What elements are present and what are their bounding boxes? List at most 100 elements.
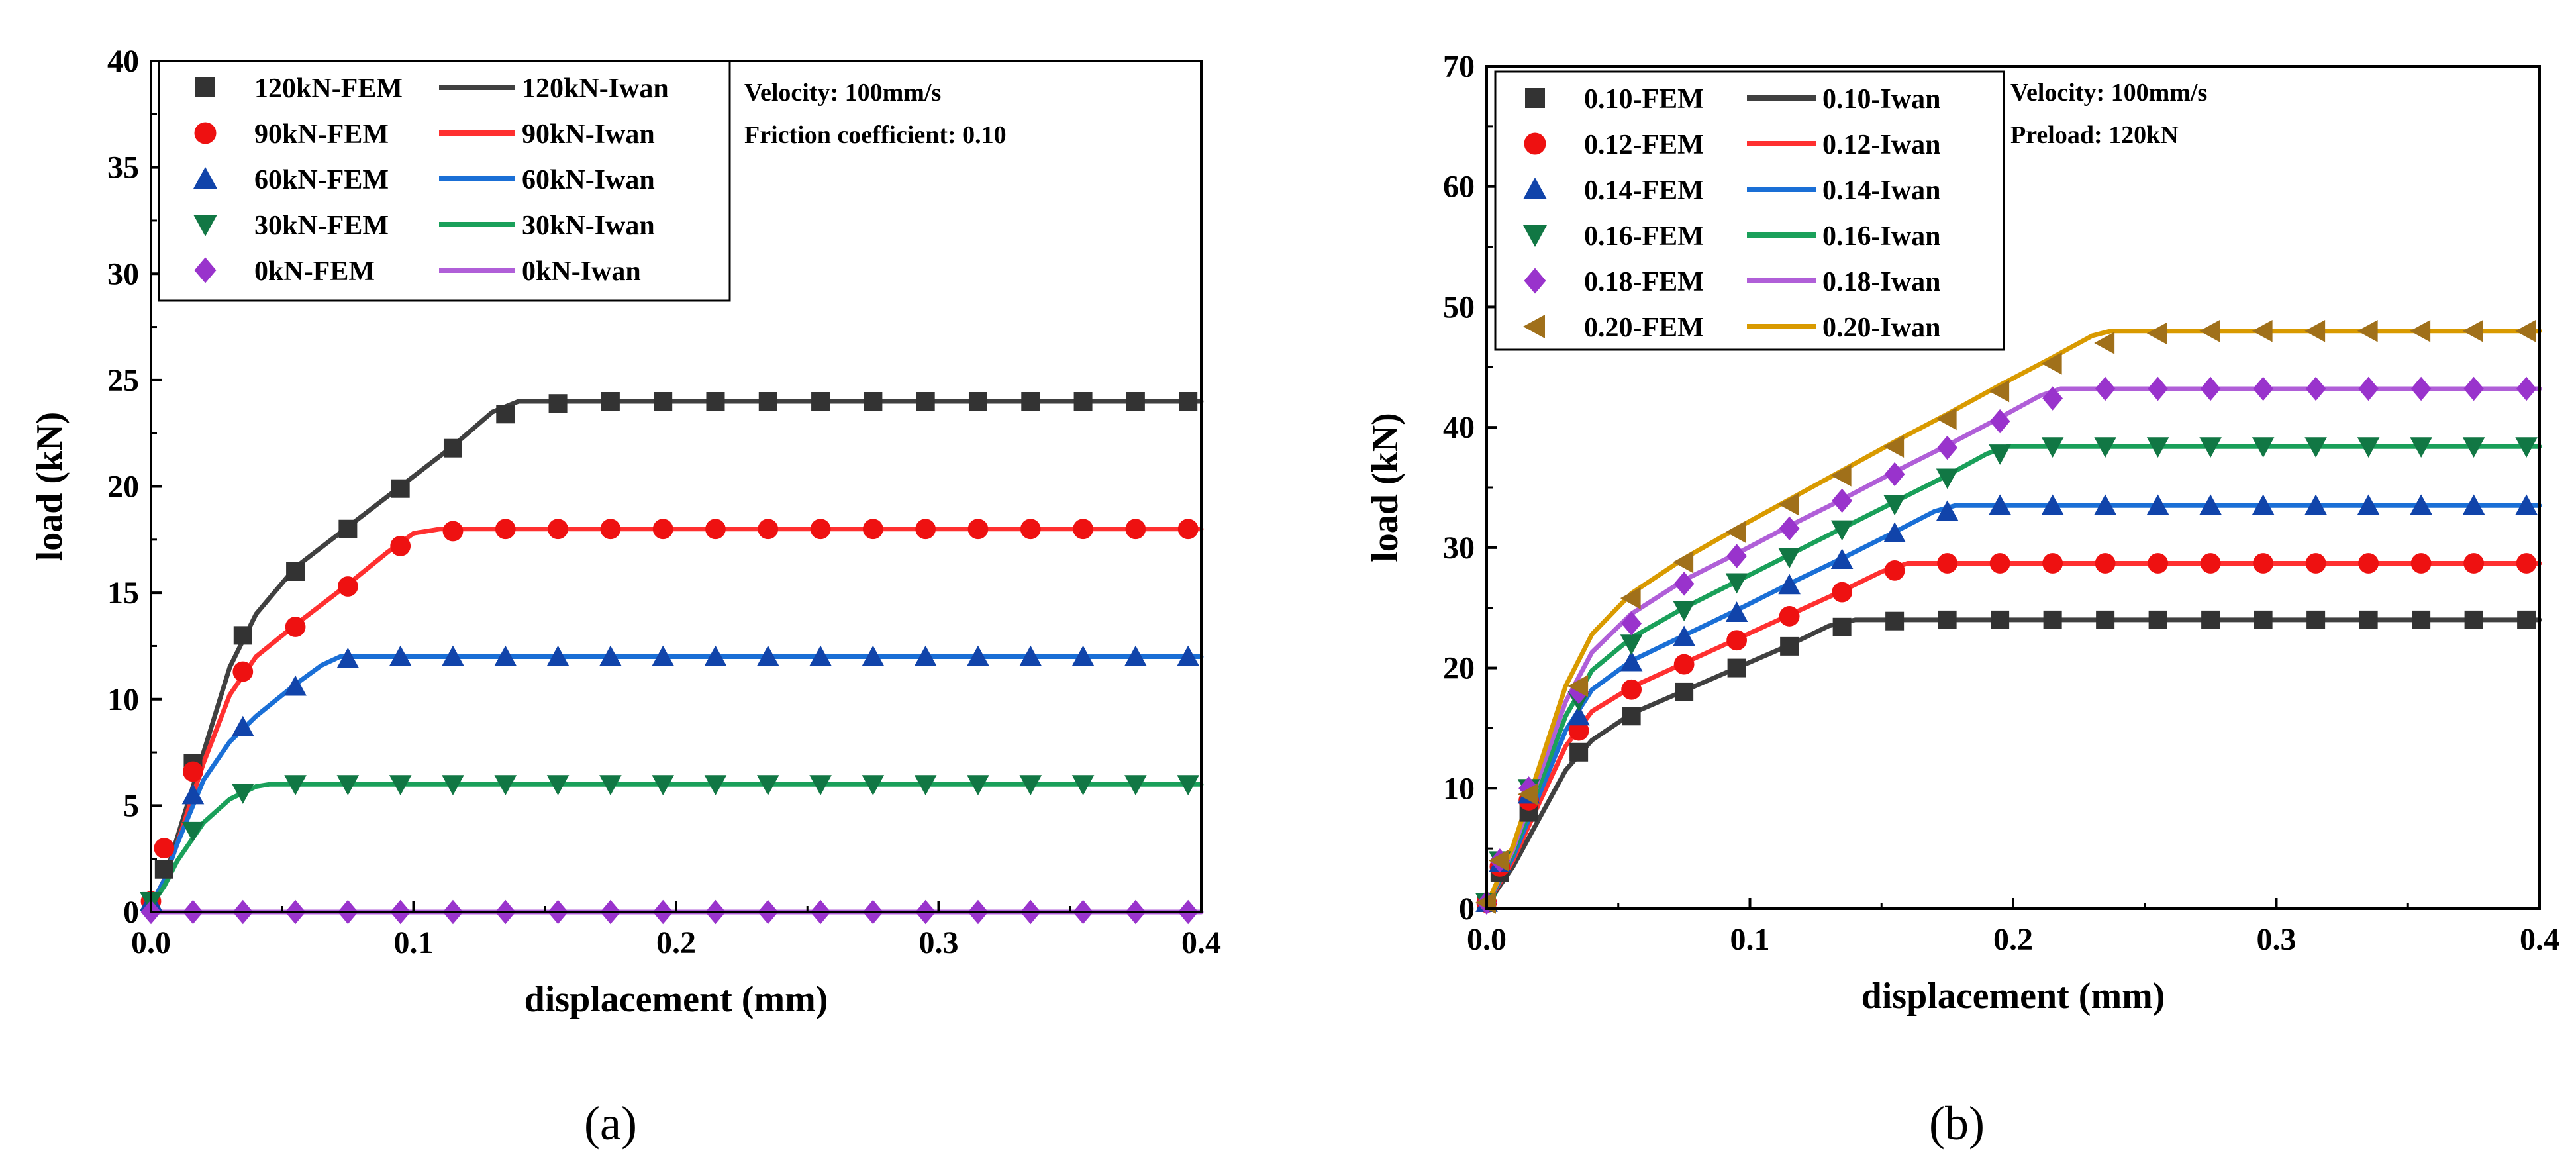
legend-marker-3 (193, 215, 217, 236)
fem-point-1-17 (2305, 553, 2326, 574)
fem-point-3-2 (231, 784, 254, 804)
fem-point-2-17 (1019, 645, 1042, 666)
legend-marker-3 (1523, 225, 1547, 247)
fem-point-3-17 (1019, 775, 1042, 796)
annotation-0: Velocity: 100mm/s (744, 79, 941, 107)
iwan-line-0 (148, 399, 1204, 908)
fem-point-0-7 (1780, 636, 1799, 656)
fem-point-2-20 (1177, 645, 1199, 666)
fem-point-0-14 (2148, 610, 2167, 629)
x-tick-label-3: 0.3 (919, 925, 959, 960)
fem-point-4-10 (1937, 435, 1958, 460)
fem-point-1-19 (2410, 553, 2432, 574)
fem-point-1-1 (154, 838, 175, 859)
fem-point-5-4 (1620, 587, 1641, 609)
fem-point-0-17 (2306, 610, 2326, 629)
fem-point-2-6 (1725, 601, 1748, 622)
legend-marker-4 (1524, 268, 1546, 294)
fem-markers-0 (1477, 610, 2536, 912)
fem-point-4-15 (2200, 376, 2221, 401)
legend-iwan-label-4: 0.18-Iwan (1822, 267, 1941, 297)
fem-point-1-9 (548, 519, 568, 540)
x-tick-label-0: 0.0 (1467, 922, 1507, 957)
x-axis-label: displacement (mm) (524, 979, 828, 1020)
y-tick-label-1: 10 (1443, 771, 1475, 806)
fem-point-0-20 (1126, 392, 1145, 411)
iwan-line-4 (1484, 386, 2542, 907)
x-tick-label-2: 0.2 (1993, 922, 2033, 957)
fem-point-3-13 (2094, 437, 2116, 458)
fem-point-0-15 (2201, 610, 2220, 629)
fem-point-5-5 (1673, 550, 1694, 574)
fem-point-0-4 (1622, 707, 1641, 726)
fem-point-0-15 (864, 392, 883, 411)
fem-markers-1 (1476, 553, 2537, 913)
fem-markers-2 (1475, 494, 2538, 912)
fem-point-2-3 (1567, 705, 1590, 726)
fem-point-4-21 (2516, 376, 2537, 401)
iwan-line-1 (148, 527, 1204, 908)
fem-point-5-10 (1936, 407, 1957, 431)
legend-marker-5 (1523, 315, 1545, 338)
legend: 0.10-FEM 0.10-Iwan 0.12-FEM 0.12-Iwan 0.14-F… (1494, 70, 2005, 351)
fem-point-2-6 (442, 645, 464, 666)
fem-point-3-14 (2146, 437, 2169, 458)
fem-point-0-21 (2517, 610, 2536, 629)
fem-point-2-9 (1883, 522, 1906, 543)
fem-point-2-16 (967, 645, 989, 666)
legend-marker-1 (1524, 132, 1546, 155)
legend-iwan-label-0: 0.10-Iwan (1822, 84, 1941, 115)
fem-point-1-8 (1832, 582, 1853, 603)
fem-point-4-14 (2148, 376, 2169, 401)
x-tick-label-1: 0.1 (394, 925, 434, 960)
fem-point-5-16 (2252, 319, 2273, 342)
y-tick-label-5: 50 (1443, 289, 1475, 325)
fem-point-0-9 (1885, 611, 1905, 631)
legend-iwan-label-5: 0.20-Iwan (1822, 313, 1941, 343)
fem-point-1-19 (1073, 519, 1093, 540)
fem-point-0-11 (1991, 610, 2010, 629)
fem-point-2-8 (1830, 548, 1854, 570)
fem-point-0-16 (2254, 610, 2273, 629)
series-group (1475, 319, 2542, 915)
fem-point-1-20 (1125, 519, 1146, 540)
fem-point-1-17 (967, 519, 989, 540)
x-axis-label: displacement (mm) (1861, 976, 2165, 1017)
y-tick-label-3: 30 (1443, 531, 1475, 566)
fem-point-1-14 (2148, 553, 2169, 574)
fem-point-0-13 (758, 392, 777, 411)
legend-fem-label-4: 0kN-FEM (254, 256, 375, 287)
fem-point-0-12 (706, 392, 725, 411)
legend-marker-2 (1523, 178, 1547, 199)
fem-point-2-19 (2410, 494, 2432, 515)
x-tick-label-3: 0.3 (2257, 922, 2297, 957)
y-tick-label-0: 0 (123, 895, 139, 930)
fem-point-1-3 (1568, 720, 1589, 741)
fem-point-2-11 (1989, 494, 2011, 515)
fem-point-4-16 (2253, 376, 2274, 401)
fem-point-3-8 (546, 775, 570, 796)
fem-point-4-13 (2095, 376, 2116, 401)
iwan-line-0 (1484, 617, 2542, 907)
fem-point-3-18 (2357, 437, 2380, 458)
legend-marker-0 (1525, 88, 1545, 108)
fem-point-2-12 (2041, 494, 2064, 515)
x-tick-label-4: 0.4 (1181, 925, 1221, 960)
fem-markers-5 (1475, 319, 2536, 914)
fem-point-5-3 (1567, 675, 1589, 697)
fem-point-3-21 (2515, 437, 2538, 458)
fem-point-1-3 (232, 661, 254, 682)
fem-point-2-13 (809, 645, 832, 666)
legend-fem-label-2: 0.14-FEM (1584, 176, 1704, 206)
annotation-0: Velocity: 100mm/s (2010, 79, 2207, 107)
fem-point-1-10 (1937, 553, 1958, 574)
fem-point-1-9 (1884, 560, 1905, 581)
fem-point-5-9 (1883, 435, 1905, 458)
fem-point-0-18 (1021, 392, 1040, 411)
fem-point-3-19 (2410, 437, 2432, 458)
fem-point-5-2 (1517, 783, 1538, 806)
fem-point-2-16 (2252, 494, 2275, 515)
fem-point-3-10 (652, 775, 674, 796)
fem-point-3-11 (1989, 444, 2011, 465)
fem-point-0-19 (1073, 392, 1093, 411)
